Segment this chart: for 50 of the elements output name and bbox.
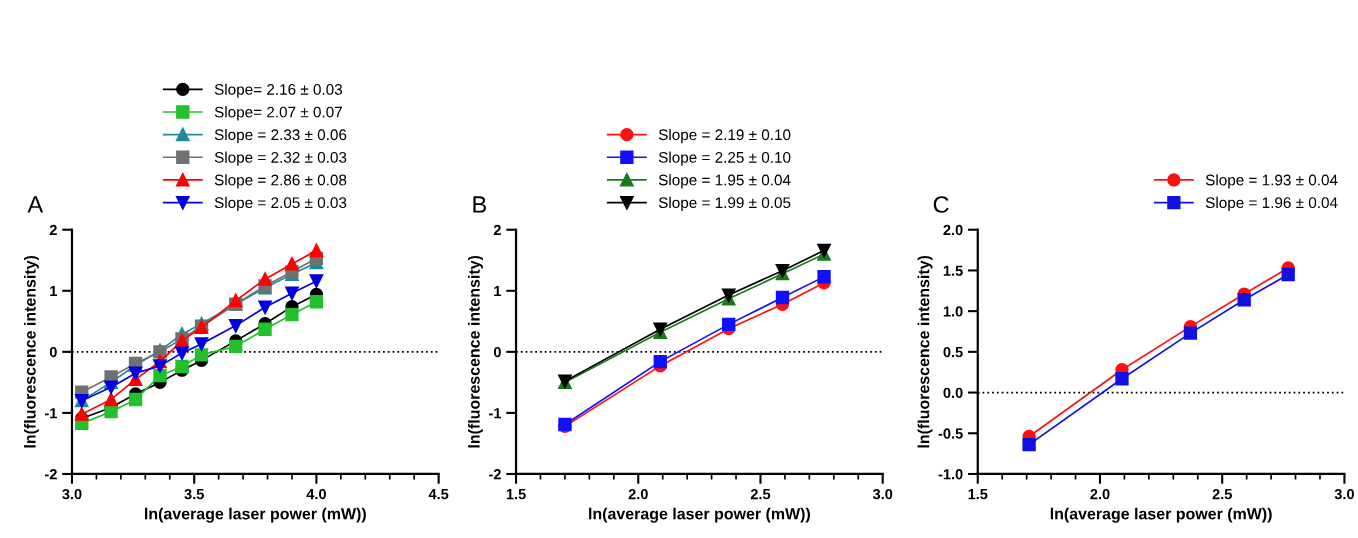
x-axis-title: ln(average laser power (mW)): [589, 507, 810, 523]
legend-label: Slope = 2.05 ± 0.03: [214, 196, 347, 212]
x-tick-label: 3.0: [872, 488, 893, 500]
x-tick-label: 2.0: [628, 488, 648, 500]
legend-label: Slope = 1.99 ± 0.05: [658, 196, 791, 212]
legend-label: Slope = 2.19 ± 0.10: [658, 128, 791, 144]
y-tick-label: -2: [44, 469, 57, 480]
x-tick-label: 2.5: [1212, 488, 1232, 500]
legend-label: Slope = 2.86 ± 0.08: [214, 174, 347, 189]
y-tick-label: -1: [489, 408, 502, 419]
x-tick-label: 2.5: [750, 488, 771, 500]
y-tick-label: 0: [49, 346, 57, 358]
y-axis-title: ln(fluorescence intensity): [917, 255, 933, 448]
y-tick-label: -1.0: [938, 469, 963, 480]
legend-label: Slope= 2.16 ± 0.03: [214, 83, 343, 98]
legend-label: Slope = 2.33 ± 0.06: [214, 128, 347, 144]
y-tick-label: 2.0: [943, 224, 963, 236]
legend-label: Slope= 2.07 ± 0.07: [214, 106, 342, 121]
legend-label: Slope = 2.32 ± 0.03: [214, 151, 347, 166]
y-tick-label: 0.0: [943, 387, 963, 398]
y-tick-label: 1: [50, 286, 57, 297]
y-tick-label: -0.5: [938, 428, 963, 439]
x-tick-label: 4.0: [306, 488, 326, 500]
legend-label: Slope = 1.96 ± 0.04: [1205, 196, 1338, 212]
y-axis-title: ln(fluorescence intensity): [468, 255, 483, 448]
x-tick-label: 3.0: [62, 488, 82, 500]
x-tick-label: 1.5: [968, 489, 988, 500]
y-tick-label: 1.5: [943, 265, 963, 276]
chart-title: C: [933, 196, 949, 213]
y-axis-title: ln(fluorescence intensity): [23, 255, 39, 448]
y-tick-label: 0: [493, 346, 501, 358]
y-tick-label: -2: [489, 469, 501, 480]
x-tick-label: 4.5: [428, 489, 449, 500]
chart-title: A: [27, 196, 44, 213]
x-axis-title: ln(average laser power (mW)): [1050, 507, 1272, 523]
y-tick-label: 1: [494, 286, 502, 297]
x-tick-label: 3.0: [1334, 488, 1354, 500]
y-tick-label: -1: [44, 408, 57, 419]
legend-label: Slope = 2.25 ± 0.10: [658, 151, 791, 166]
x-axis-title: ln(average laser power (mW)): [145, 507, 366, 523]
y-tick-label: 1.0: [943, 306, 963, 317]
y-tick-label: 2: [493, 224, 501, 236]
chart-title: B: [473, 196, 486, 213]
x-tick-label: 2.0: [1090, 488, 1110, 500]
legend-label: Slope = 1.95 ± 0.04: [658, 174, 791, 189]
x-tick-label: 3.5: [184, 488, 204, 500]
legend-label: Slope = 1.93 ± 0.04: [1205, 174, 1338, 189]
y-tick-label: 0.5: [943, 346, 963, 358]
y-tick-label: 2: [49, 224, 57, 236]
x-tick-label: 1.5: [506, 489, 526, 500]
